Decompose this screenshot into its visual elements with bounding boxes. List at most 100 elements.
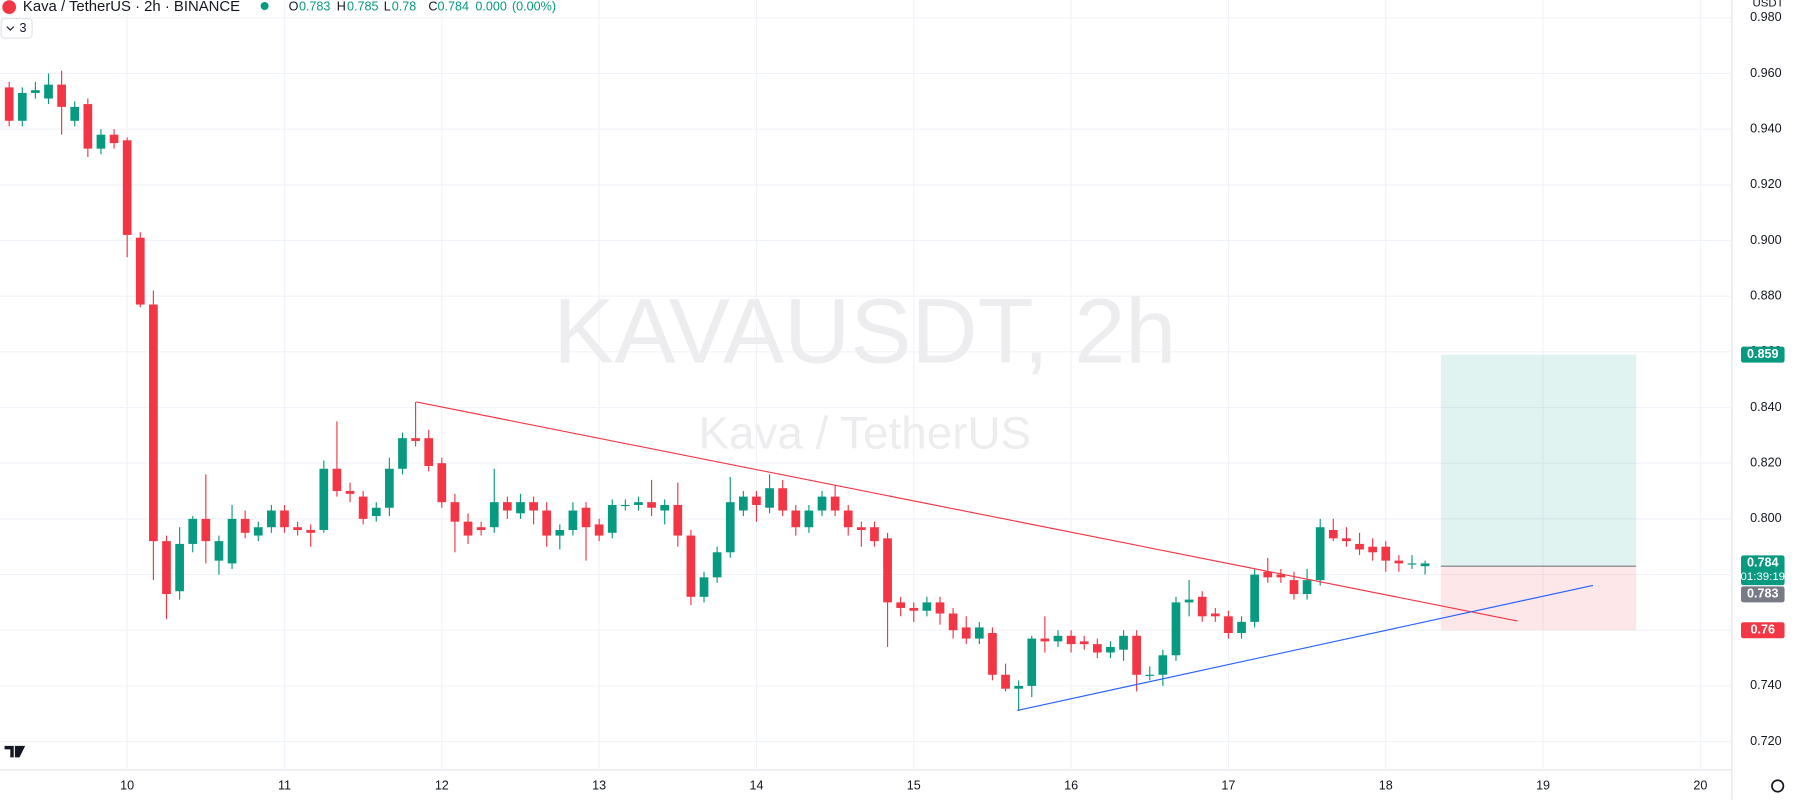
trendline (416, 401, 1518, 622)
last-price-label-box (1741, 555, 1785, 586)
candle-body (1328, 530, 1338, 539)
candle-body (306, 530, 316, 533)
stop-price-label-box (1741, 622, 1785, 639)
candle-body (1197, 596, 1207, 617)
candle-body (450, 502, 460, 522)
candle-body (70, 106, 80, 121)
watermark-subtitle: Kava / TetherUS (698, 408, 1031, 459)
candle-body (109, 134, 119, 144)
candle-body (922, 602, 932, 611)
market-status (260, 1, 269, 10)
candle-body (1079, 641, 1089, 645)
symbol-logo (2, 0, 17, 14)
candle-body (870, 527, 879, 542)
y-tick-label: 0.980 (1750, 10, 1781, 24)
candle-body (267, 510, 276, 528)
y-tick-label: 0.920 (1750, 177, 1781, 191)
indicators-toggle[interactable] (0, 18, 33, 39)
candle-body (1237, 621, 1246, 634)
y-tick-label: 0.960 (1750, 66, 1781, 80)
candle-body (214, 541, 224, 561)
tradingview-logo (4, 745, 26, 758)
candle-body (1302, 580, 1312, 595)
candle-body (830, 496, 840, 511)
candle-body (1001, 674, 1010, 689)
candle-body (4, 87, 14, 121)
y-tick-label: 0.800 (1750, 511, 1781, 525)
candle-body (673, 504, 683, 536)
candle-body (201, 518, 211, 542)
candle-body (345, 491, 355, 494)
settings-icon[interactable] (1771, 779, 1785, 793)
candle-body (725, 502, 735, 553)
candle-body (778, 488, 788, 511)
candle-body (961, 627, 971, 639)
candle-body (411, 438, 420, 441)
x-tick-label: 19 (1536, 778, 1550, 792)
candle-body (489, 502, 499, 528)
indicators-count: 3 (19, 21, 26, 35)
stop-zone (1440, 566, 1637, 631)
candle-body (765, 488, 774, 508)
y-tick-label: 0.900 (1750, 233, 1781, 247)
candle-body (1053, 635, 1063, 642)
last-price-label: 0.784 (1747, 556, 1778, 570)
entry-price-label: 0.783 (1747, 587, 1778, 601)
y-tick-label: 0.840 (1750, 400, 1781, 414)
candle-body (17, 92, 27, 121)
candle-body (568, 510, 578, 531)
candle-body (44, 84, 53, 99)
candle-body (660, 504, 670, 511)
candle-body (1210, 613, 1220, 617)
candle-body (463, 521, 473, 536)
candle-body (581, 507, 591, 528)
currency[interactable]: USDT (1752, 0, 1783, 10)
candle-body (293, 527, 302, 531)
candle-body (634, 502, 643, 505)
candle-body (647, 502, 656, 508)
y-tick-label: 0.740 (1750, 678, 1781, 692)
stop-price-label: 0.76 (1751, 623, 1775, 637)
candle-body (621, 504, 630, 507)
candle-body (555, 530, 565, 536)
open-value: 0.783 (299, 0, 330, 13)
candle-body (188, 518, 198, 544)
candle-body (1014, 685, 1024, 689)
y-tick-label: 0.880 (1750, 288, 1781, 302)
change-value: 0.000 (475, 0, 506, 13)
candle-body (1027, 638, 1037, 686)
watermark-title: KAVAUSDT, 2h (553, 280, 1176, 382)
x-tick-label: 12 (435, 778, 449, 792)
chevron-icon (6, 26, 15, 31)
change-percent: (0.00%) (512, 0, 556, 13)
candle-body (1119, 635, 1128, 650)
candle-body (162, 541, 171, 595)
candle-body (607, 504, 617, 533)
x-tick-label: 13 (592, 778, 606, 792)
x-tick-label: 15 (907, 778, 921, 792)
close-value: 0.784 (438, 0, 469, 13)
candle-body (1276, 574, 1286, 578)
candle-body (1407, 563, 1417, 565)
candle-body (1289, 580, 1299, 595)
candle-body (817, 496, 827, 511)
candle-body (371, 507, 381, 517)
x-tick-label: 16 (1064, 778, 1078, 792)
y-tick-label: 0.940 (1750, 121, 1781, 135)
candle-body (358, 496, 368, 519)
candle-body (227, 518, 237, 564)
candle-body (686, 535, 696, 597)
candle-body (1184, 599, 1194, 603)
candle-body (542, 510, 552, 536)
y-tick-label: 0.820 (1750, 456, 1781, 470)
candle-body (1132, 635, 1142, 675)
candle-body (385, 468, 394, 508)
candle-body (398, 438, 407, 469)
x-tick-label: 10 (120, 778, 134, 792)
candle-body (529, 502, 538, 511)
candle-body (1040, 638, 1050, 642)
candle-body (1420, 563, 1430, 567)
candle-body (1315, 527, 1325, 581)
candle-body (752, 496, 761, 505)
